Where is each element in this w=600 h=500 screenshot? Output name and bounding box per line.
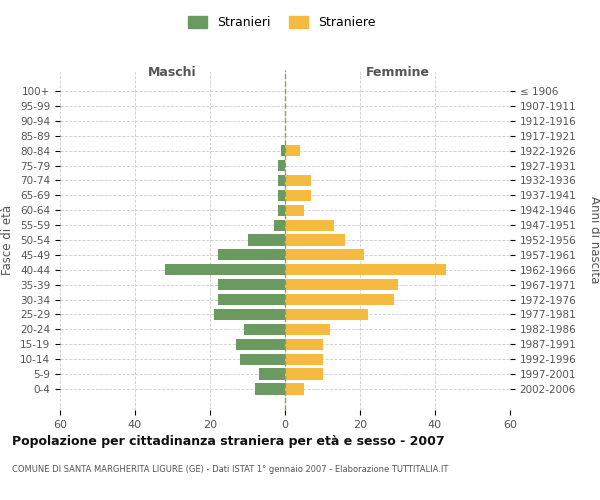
- Bar: [285, 324, 330, 335]
- Bar: [236, 338, 285, 350]
- Bar: [285, 309, 367, 320]
- Legend: Stranieri, Straniere: Stranieri, Straniere: [184, 11, 380, 34]
- Bar: [285, 368, 323, 380]
- Text: Femmine: Femmine: [365, 66, 430, 79]
- Bar: [274, 220, 285, 230]
- Bar: [285, 354, 323, 365]
- Bar: [285, 338, 323, 350]
- Bar: [285, 145, 300, 156]
- Text: Maschi: Maschi: [148, 66, 197, 79]
- Bar: [277, 160, 285, 171]
- Bar: [285, 264, 446, 276]
- Y-axis label: Fasce di età: Fasce di età: [1, 205, 14, 275]
- Bar: [248, 234, 285, 246]
- Bar: [277, 175, 285, 186]
- Bar: [244, 324, 285, 335]
- Bar: [285, 190, 311, 201]
- Bar: [285, 234, 345, 246]
- Bar: [277, 190, 285, 201]
- Text: Popolazione per cittadinanza straniera per età e sesso - 2007: Popolazione per cittadinanza straniera p…: [12, 435, 445, 448]
- Bar: [285, 250, 364, 260]
- Bar: [285, 220, 334, 230]
- Bar: [285, 279, 398, 290]
- Text: COMUNE DI SANTA MARGHERITA LIGURE (GE) - Dati ISTAT 1° gennaio 2007 - Elaborazio: COMUNE DI SANTA MARGHERITA LIGURE (GE) -…: [12, 465, 448, 474]
- Bar: [218, 294, 285, 305]
- Bar: [240, 354, 285, 365]
- Bar: [281, 145, 285, 156]
- Bar: [285, 384, 304, 394]
- Bar: [285, 175, 311, 186]
- Bar: [214, 309, 285, 320]
- Y-axis label: Anni di nascita: Anni di nascita: [587, 196, 600, 284]
- Bar: [277, 204, 285, 216]
- Bar: [285, 294, 394, 305]
- Bar: [259, 368, 285, 380]
- Bar: [218, 279, 285, 290]
- Bar: [285, 204, 304, 216]
- Bar: [165, 264, 285, 276]
- Bar: [218, 250, 285, 260]
- Bar: [255, 384, 285, 394]
